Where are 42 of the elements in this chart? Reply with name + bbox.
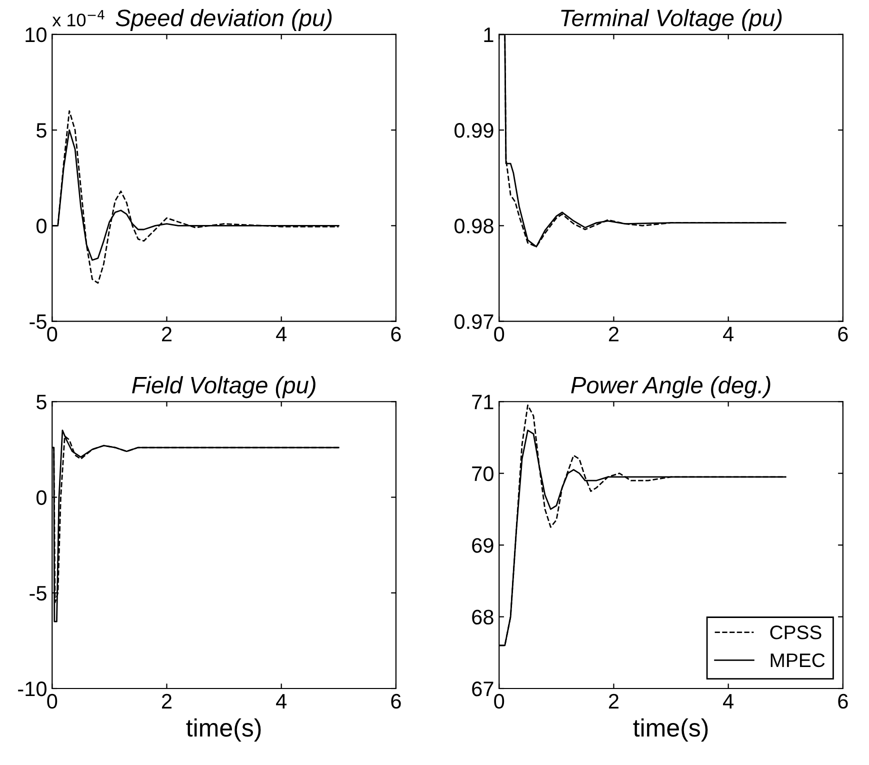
chart-title: Terminal Voltage (pu) <box>561 8 782 31</box>
y-tick-label: -10 <box>18 682 46 696</box>
y-tick-label: 1 <box>484 28 494 42</box>
x-tick-label: 0 <box>494 326 504 342</box>
y-tick-label: 0 <box>36 490 46 506</box>
x-tick-label: 4 <box>276 694 287 708</box>
y-tick-label: 69 <box>472 538 494 553</box>
x-tick-label: 4 <box>723 694 734 708</box>
chart-title: Power Angle (deg.) <box>571 376 770 398</box>
y-tick-label: 71 <box>472 394 494 410</box>
x-axis-title: time(s) <box>186 718 261 742</box>
x-tick-label: 2 <box>608 694 618 708</box>
x-axis-title: time(s) <box>633 718 708 742</box>
x-tick-label: 4 <box>723 326 734 342</box>
y-tick-label: 0.99 <box>454 123 494 138</box>
y-tick-label: 5 <box>36 394 46 410</box>
x-tick-label: 0 <box>494 694 504 709</box>
x-tick-label: 2 <box>162 694 172 708</box>
x-tick-label: 4 <box>276 326 287 342</box>
y-tick-label: 5 <box>36 123 46 138</box>
y-tick-label: 70 <box>472 466 494 482</box>
legend-label: CPSS <box>770 626 822 640</box>
y-tick-label: 0.98 <box>454 218 494 234</box>
y-tick-label: 10 <box>26 27 46 42</box>
x-tick-label: 2 <box>162 326 172 342</box>
x-tick-label: 2 <box>608 326 618 342</box>
x-tick-label: 6 <box>838 694 848 709</box>
y-tick-label: -5 <box>30 586 46 601</box>
x-tick-label: 0 <box>47 326 58 342</box>
legend-label: MPEC <box>770 653 825 668</box>
text: x 10$^{−4}$ <box>52 10 104 26</box>
chart-title: Speed deviation (pu) <box>116 8 332 31</box>
y-tick-label: -5 <box>30 314 46 330</box>
x-tick-label: 0 <box>47 694 58 709</box>
y-tick-label: 0 <box>36 218 46 234</box>
y-tick-label: 67 <box>472 682 494 696</box>
chart-title: Field Voltage (pu) <box>132 376 316 398</box>
x-tick-label: 6 <box>391 326 401 342</box>
x-tick-label: 6 <box>391 694 401 709</box>
x-tick-label: 6 <box>838 326 848 342</box>
y-tick-label: 68 <box>472 610 494 625</box>
y-tick-label: 0.97 <box>454 314 494 330</box>
